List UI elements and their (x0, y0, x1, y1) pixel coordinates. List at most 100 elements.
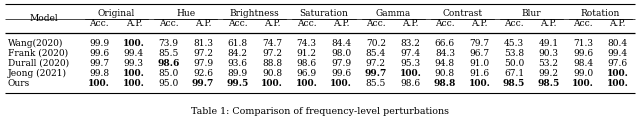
Text: Model: Model (29, 14, 58, 23)
Text: 90.3: 90.3 (539, 49, 559, 57)
Text: Hue: Hue (176, 8, 195, 18)
Text: 97.6: 97.6 (607, 58, 628, 68)
Text: Brightness: Brightness (230, 8, 280, 18)
Text: 85.4: 85.4 (365, 49, 386, 57)
Text: 84.3: 84.3 (435, 49, 455, 57)
Text: 100.: 100. (296, 79, 317, 87)
Text: 97.9: 97.9 (193, 58, 213, 68)
Text: Frank (2020): Frank (2020) (8, 49, 68, 57)
Text: 100.: 100. (572, 79, 594, 87)
Text: Ours: Ours (8, 79, 30, 87)
Text: 99.7: 99.7 (89, 58, 109, 68)
Text: Acc.: Acc. (228, 19, 247, 29)
Text: 96.9: 96.9 (296, 68, 317, 77)
Text: Acc.: Acc. (159, 19, 178, 29)
Text: Table 1: Comparison of frequency-level perturbations: Table 1: Comparison of frequency-level p… (191, 106, 449, 116)
Text: 61.8: 61.8 (227, 38, 248, 48)
Text: Acc.: Acc. (366, 19, 385, 29)
Text: 100.: 100. (123, 68, 145, 77)
Text: 99.6: 99.6 (573, 49, 593, 57)
Text: Acc.: Acc. (573, 19, 593, 29)
Text: 90.8: 90.8 (262, 68, 282, 77)
Text: 84.2: 84.2 (228, 49, 248, 57)
Text: Saturation: Saturation (300, 8, 348, 18)
Text: 85.0: 85.0 (158, 68, 179, 77)
Text: 93.6: 93.6 (228, 58, 248, 68)
Text: Durall (2020): Durall (2020) (8, 58, 69, 68)
Text: A.P.: A.P. (333, 19, 349, 29)
Text: A.P.: A.P. (195, 19, 211, 29)
Text: 98.5: 98.5 (538, 79, 560, 87)
Text: 66.6: 66.6 (435, 38, 455, 48)
Text: 88.8: 88.8 (262, 58, 282, 68)
Text: 100.: 100. (88, 79, 110, 87)
Text: Wang(2020): Wang(2020) (8, 38, 63, 48)
Text: 100.: 100. (123, 38, 145, 48)
Text: Blur: Blur (522, 8, 541, 18)
Text: 74.3: 74.3 (297, 38, 317, 48)
Text: 99.2: 99.2 (539, 68, 559, 77)
Text: 99.3: 99.3 (124, 58, 144, 68)
Text: 85.5: 85.5 (365, 79, 386, 87)
Text: Acc.: Acc. (297, 19, 316, 29)
Text: 73.9: 73.9 (159, 38, 179, 48)
Text: 83.2: 83.2 (401, 38, 420, 48)
Text: 98.8: 98.8 (434, 79, 456, 87)
Text: 80.4: 80.4 (607, 38, 628, 48)
Text: 98.5: 98.5 (503, 79, 525, 87)
Text: 99.9: 99.9 (89, 38, 109, 48)
Text: 98.6: 98.6 (400, 79, 420, 87)
Text: 99.4: 99.4 (124, 49, 144, 57)
Text: 99.0: 99.0 (573, 68, 593, 77)
Text: 79.7: 79.7 (469, 38, 490, 48)
Text: 85.5: 85.5 (158, 49, 179, 57)
Text: 99.5: 99.5 (227, 79, 249, 87)
Text: 100.: 100. (261, 79, 283, 87)
Text: 91.2: 91.2 (297, 49, 317, 57)
Text: A.P.: A.P. (609, 19, 626, 29)
Text: A.P.: A.P. (264, 19, 280, 29)
Text: 94.8: 94.8 (435, 58, 455, 68)
Text: A.P.: A.P. (402, 19, 419, 29)
Text: 100.: 100. (399, 68, 421, 77)
Text: 95.0: 95.0 (158, 79, 179, 87)
Text: 100.: 100. (123, 79, 145, 87)
Text: Gamma: Gamma (376, 8, 411, 18)
Text: Acc.: Acc. (90, 19, 109, 29)
Text: 98.6: 98.6 (157, 58, 180, 68)
Text: 97.2: 97.2 (366, 58, 386, 68)
Text: 97.9: 97.9 (331, 58, 351, 68)
Text: 99.7: 99.7 (192, 79, 214, 87)
Text: 91.6: 91.6 (469, 68, 490, 77)
Text: 97.2: 97.2 (193, 49, 213, 57)
Text: 100.: 100. (607, 79, 628, 87)
Text: Jeong (2021): Jeong (2021) (8, 68, 67, 78)
Text: 49.1: 49.1 (538, 38, 559, 48)
Text: 99.8: 99.8 (89, 68, 109, 77)
Text: 81.3: 81.3 (193, 38, 213, 48)
Text: 98.6: 98.6 (296, 58, 317, 68)
Text: 50.0: 50.0 (504, 58, 524, 68)
Text: Acc.: Acc. (435, 19, 454, 29)
Text: 45.3: 45.3 (504, 38, 524, 48)
Text: 95.3: 95.3 (400, 58, 420, 68)
Text: 100.: 100. (330, 79, 352, 87)
Text: 100.: 100. (607, 68, 628, 77)
Text: 99.4: 99.4 (607, 49, 628, 57)
Text: 99.6: 99.6 (331, 68, 351, 77)
Text: 91.0: 91.0 (469, 58, 490, 68)
Text: 67.1: 67.1 (504, 68, 524, 77)
Text: Acc.: Acc. (504, 19, 524, 29)
Text: 74.7: 74.7 (262, 38, 282, 48)
Text: 89.9: 89.9 (227, 68, 248, 77)
Text: 71.3: 71.3 (573, 38, 593, 48)
Text: 99.6: 99.6 (89, 49, 109, 57)
Text: 99.7: 99.7 (365, 68, 387, 77)
Text: 97.2: 97.2 (262, 49, 282, 57)
Text: 70.2: 70.2 (366, 38, 386, 48)
Text: 84.4: 84.4 (331, 38, 351, 48)
Text: A.P.: A.P. (540, 19, 557, 29)
Text: 96.7: 96.7 (469, 49, 490, 57)
Text: 92.6: 92.6 (193, 68, 213, 77)
Text: Contrast: Contrast (442, 8, 483, 18)
